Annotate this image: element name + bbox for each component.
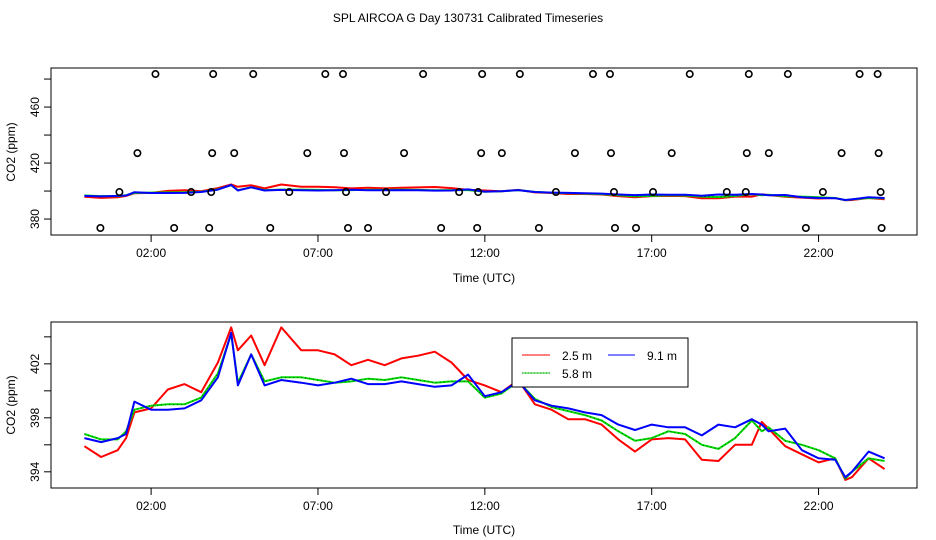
calibration-point [801, 224, 810, 233]
calibration-point [455, 188, 464, 197]
x-tick-label: 22:00 [804, 246, 834, 260]
x-tick-label: 07:00 [303, 246, 333, 260]
calibration-point [876, 188, 885, 197]
calibration-point [704, 224, 713, 233]
calibration-point [151, 70, 160, 79]
calibration-point [741, 188, 750, 197]
calibration-point [207, 188, 216, 197]
y-tick-label: 398 [28, 407, 42, 427]
calibration-point [570, 149, 579, 158]
legend: 2.5 m 9.1 m 5.8 m [511, 337, 689, 388]
bottom-plot-frame [50, 321, 918, 489]
calibration-point [187, 188, 196, 197]
top-y-axis-label: CO2 (ppm) [4, 122, 18, 181]
calibration-point [609, 188, 618, 197]
calibration-point [249, 70, 258, 79]
top-panel: 02:00 07:00 12:00 17:00 22:00 380 420 460 Time … [4, 67, 918, 285]
calibration-point [339, 70, 348, 79]
calibration-point [667, 149, 676, 158]
calibration-point [344, 224, 353, 233]
calibration-point [818, 188, 827, 197]
y-tick-label: 420 [28, 153, 42, 173]
bottom-x-axis-label: Time (UTC) [453, 523, 515, 537]
calibration-point [96, 224, 105, 233]
calibration-point [534, 224, 543, 233]
calibration-point [208, 149, 217, 158]
calibration-point [478, 70, 487, 79]
calibration-point [170, 224, 179, 233]
calibration-point [606, 149, 615, 158]
calibration-point [610, 224, 619, 233]
calibration-point [400, 149, 409, 158]
y-tick-label: 460 [28, 97, 42, 117]
bottom-y-axis-label: CO2 (ppm) [4, 375, 18, 434]
series-line-5-8-m [84, 333, 885, 480]
y-tick-label: 380 [28, 209, 42, 229]
top-plot-frame [50, 67, 918, 236]
calibration-point [133, 149, 142, 158]
calibration-point [321, 70, 330, 79]
calibration-point [632, 224, 641, 233]
calibration-point [205, 224, 214, 233]
calibration-point [285, 188, 294, 197]
calibration-point [744, 70, 753, 79]
calibration-point [588, 70, 597, 79]
calibration-point [685, 70, 694, 79]
calibration-point [437, 224, 446, 233]
calibration-point [551, 188, 560, 197]
y-tick-label: 394 [28, 461, 42, 481]
x-tick-label: 17:00 [637, 499, 667, 513]
calibration-point [340, 149, 349, 158]
x-tick-label: 17:00 [637, 246, 667, 260]
series-dots-5-8-m [84, 334, 885, 480]
calibration-point [474, 188, 483, 197]
calibration-point [382, 188, 391, 197]
series-line-9-1-m [84, 184, 885, 201]
bottom-panel: 02:00 07:00 12:00 17:00 22:00 394 398 402 Time … [4, 321, 918, 537]
legend-label-2-5m: 2.5 m [562, 349, 592, 363]
calibration-point [473, 224, 482, 233]
legend-label-5-8m: 5.8 m [562, 367, 592, 381]
calibration-point [649, 188, 658, 197]
calibration-point [874, 149, 883, 158]
calibration-point [783, 70, 792, 79]
calibration-point [855, 70, 864, 79]
y-tick-label: 402 [28, 354, 42, 374]
calibration-point [515, 70, 524, 79]
series-line-9-1-m [84, 331, 885, 479]
calibration-point [115, 188, 124, 197]
x-tick-label: 12:00 [470, 246, 500, 260]
calibration-point [419, 70, 428, 79]
calibration-point [477, 149, 486, 158]
calibration-point [764, 149, 773, 158]
top-x-axis-label: Time (UTC) [453, 271, 515, 285]
figure-title: SPL AIRCOA G Day 130731 Calibrated Times… [333, 11, 603, 25]
calibration-point [209, 70, 218, 79]
x-tick-label: 02:00 [136, 246, 166, 260]
calibration-point [877, 224, 886, 233]
calibration-point [364, 224, 373, 233]
x-tick-label: 07:00 [303, 499, 333, 513]
x-tick-label: 02:00 [136, 499, 166, 513]
series-line-2-5-m [83, 326, 886, 481]
calibration-point [605, 70, 614, 79]
legend-label-9-1m: 9.1 m [647, 349, 677, 363]
legend-box [511, 337, 689, 388]
calibration-point [740, 224, 749, 233]
x-tick-label: 12:00 [470, 499, 500, 513]
x-tick-label: 22:00 [804, 499, 834, 513]
calibration-point [722, 188, 731, 197]
calibration-point [497, 149, 506, 158]
calibration-point [873, 70, 882, 79]
calibration-point [266, 224, 275, 233]
calibration-point [303, 149, 312, 158]
calibration-point [342, 188, 351, 197]
series-line-5-8-m [84, 184, 885, 202]
calibration-point [230, 149, 239, 158]
calibration-point [837, 149, 846, 158]
calibration-point [742, 149, 751, 158]
